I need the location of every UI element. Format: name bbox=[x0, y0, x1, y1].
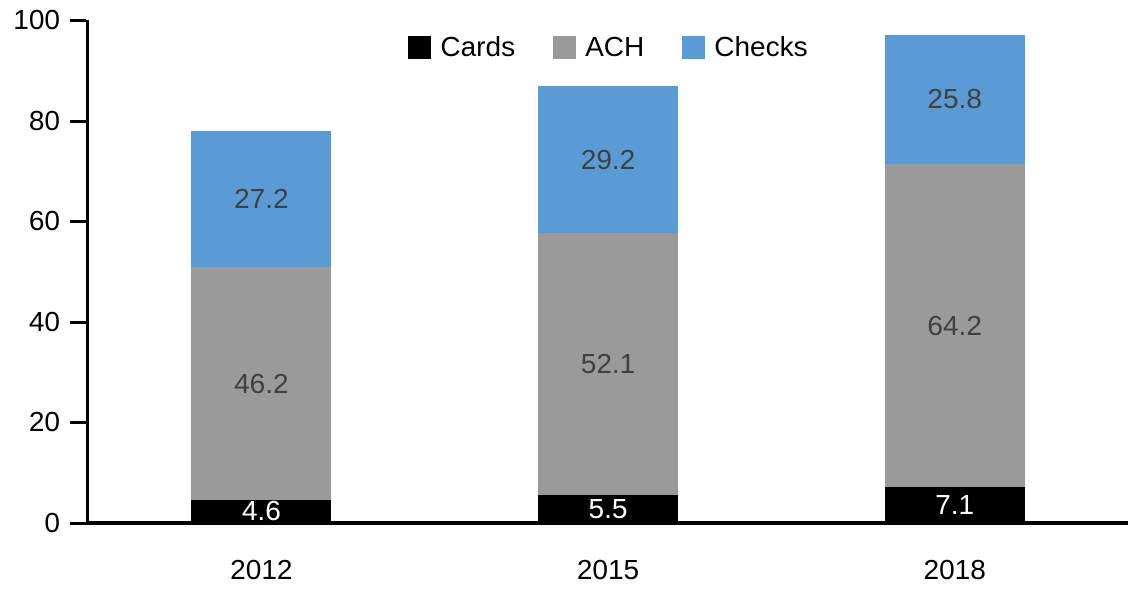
y-axis-tick-label: 60 bbox=[28, 205, 60, 237]
chart-legend: Cards ACH Checks bbox=[88, 33, 1128, 61]
data-label-checks-2015: 29.2 bbox=[580, 143, 636, 175]
bar-segment-ach-2018: 64.2 bbox=[884, 164, 1025, 488]
bar-segment-cards-2018: 7.1 bbox=[884, 487, 1025, 523]
bar-segment-ach-2015: 52.1 bbox=[538, 233, 678, 496]
legend-label-ach: ACH bbox=[585, 31, 645, 62]
y-axis-tick bbox=[70, 522, 86, 525]
y-axis-tick bbox=[70, 119, 86, 123]
bar-segment-cards-2015: 5.5 bbox=[538, 495, 678, 523]
data-label-checks-2018: 25.8 bbox=[927, 83, 982, 115]
data-label-ach-2015: 52.1 bbox=[580, 348, 636, 380]
legend-swatch-checks-icon bbox=[682, 35, 706, 59]
y-axis-tick-label: 80 bbox=[28, 104, 60, 136]
y-axis-tick bbox=[70, 19, 86, 22]
bar-segment-checks-2015: 29.2 bbox=[538, 86, 678, 234]
y-axis-tick-label: 40 bbox=[28, 305, 60, 337]
x-axis-line bbox=[86, 521, 1128, 525]
data-label-checks-2012: 27.2 bbox=[234, 183, 289, 215]
legend-swatch-cards-icon bbox=[408, 35, 432, 59]
x-axis-label-2015: 2015 bbox=[576, 554, 640, 585]
y-axis-tick-label: 0 bbox=[44, 507, 60, 538]
bar-segment-checks-2018: 25.8 bbox=[884, 34, 1025, 165]
data-label-ach-2012: 46.2 bbox=[234, 367, 289, 399]
legend-item-cards: Cards bbox=[408, 33, 515, 61]
data-label-cards-2015: 5.5 bbox=[588, 493, 628, 525]
y-axis-line bbox=[86, 20, 89, 525]
x-axis-label-2012: 2012 bbox=[230, 554, 293, 585]
bar-segment-cards-2012: 4.6 bbox=[191, 495, 332, 527]
y-axis-tick bbox=[70, 320, 86, 324]
y-axis-tick-label: 100 bbox=[13, 4, 60, 35]
legend-label-checks: Checks bbox=[714, 31, 808, 62]
y-axis-tick-label: 20 bbox=[28, 406, 60, 438]
x-axis-label-2018: 2018 bbox=[923, 554, 986, 585]
y-axis-tick bbox=[70, 220, 86, 224]
bar-segment-ach-2012: 46.2 bbox=[191, 267, 332, 500]
y-axis-tick bbox=[70, 421, 86, 425]
legend-label-cards: Cards bbox=[440, 31, 516, 62]
legend-item-ach: ACH bbox=[553, 33, 644, 61]
bar-segment-checks-2012: 27.2 bbox=[191, 130, 332, 268]
data-label-cards-2012: 4.6 bbox=[241, 495, 281, 527]
data-label-ach-2018: 64.2 bbox=[927, 309, 982, 341]
data-label-cards-2018: 7.1 bbox=[935, 489, 975, 521]
legend-item-checks: Checks bbox=[682, 31, 808, 62]
legend-swatch-ach-icon bbox=[553, 35, 577, 59]
